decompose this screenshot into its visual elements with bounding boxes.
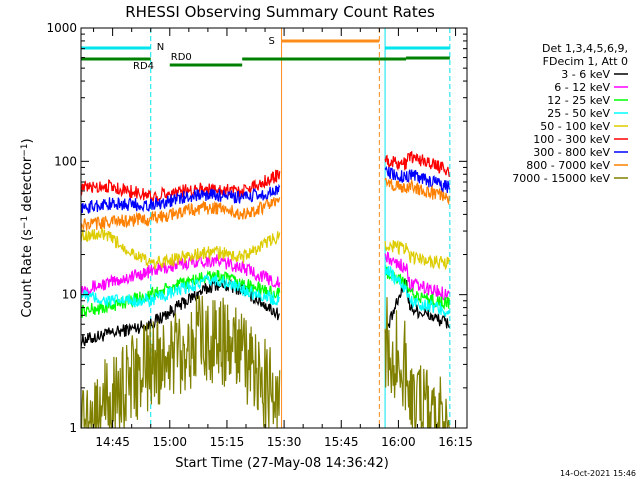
y-axis-title-mid: detector	[20, 156, 35, 216]
legend-entry-label: 12 - 25 keV	[547, 94, 610, 107]
flag-label: S	[269, 36, 275, 47]
chart-title: RHESSI Observing Summary Count Rates	[125, 3, 435, 21]
x-tick-label: 15:30	[267, 435, 302, 449]
flag-label: RD0	[171, 52, 192, 63]
flag-label: N	[157, 42, 164, 53]
y-tick-label: 100	[54, 154, 77, 168]
legend-header-line: Det 1,3,4,5,6,9,	[542, 42, 628, 55]
legend-entry-label: 800 - 7000 keV	[526, 159, 610, 172]
series-group	[80, 165, 450, 216]
series-line	[384, 239, 450, 271]
series-line	[80, 197, 281, 233]
series-line	[80, 273, 281, 308]
legend-header-line: FDecim 1, Att 0	[543, 55, 628, 68]
data-layer: N S RD0 RD4	[80, 28, 451, 430]
x-axis-title: Start Time (27-May-08 14:36:42)	[175, 456, 389, 471]
y-axis-title-exp2: −1	[20, 143, 30, 156]
series-group	[80, 227, 450, 271]
axis-ticks: 1 10 100 1000 14:45 15:00 15:15 15:30 15:45 16:00…	[46, 21, 472, 449]
series-line	[81, 295, 281, 430]
series-line	[384, 251, 450, 301]
y-axis-title-main: Count Rate (s	[20, 229, 35, 318]
legend-entry-label: 7000 - 15000 keV	[512, 172, 610, 185]
legend-entry-label: 300 - 800 keV	[533, 146, 610, 159]
series-line	[384, 177, 450, 206]
generation-timestamp: 14-Oct-2021 15:46	[560, 469, 636, 478]
y-axis-title-end: )	[20, 138, 35, 143]
series-group	[80, 151, 450, 202]
series-line	[384, 278, 450, 334]
series-line	[384, 151, 450, 177]
series-line	[80, 253, 281, 297]
legend-entry-label: 50 - 100 keV	[540, 120, 610, 133]
legend: Det 1,3,4,5,6,9,FDecim 1, Att 03 - 6 keV…	[512, 42, 628, 185]
y-tick-label: 1000	[46, 21, 77, 35]
series-line	[80, 183, 281, 216]
series-line	[384, 264, 450, 317]
series-group	[81, 295, 450, 430]
x-tick-label: 16:00	[381, 435, 416, 449]
y-axis-title-exp1: −1	[20, 216, 30, 229]
legend-entry-label: 25 - 50 keV	[547, 107, 610, 120]
y-tick-label: 10	[62, 288, 77, 302]
legend-entry-label: 6 - 12 keV	[554, 81, 610, 94]
series-line	[80, 169, 281, 202]
series-line	[384, 165, 450, 194]
legend-entry-label: 3 - 6 keV	[561, 68, 610, 81]
series-line	[384, 297, 450, 429]
x-tick-label: 15:00	[152, 435, 187, 449]
x-tick-label: 15:45	[324, 435, 359, 449]
x-tick-label: 16:15	[438, 435, 473, 449]
x-tick-label: 15:15	[210, 435, 245, 449]
legend-entry-label: 100 - 300 keV	[533, 133, 610, 146]
series-group	[80, 177, 450, 233]
series-line	[80, 227, 281, 270]
series-group	[80, 251, 450, 301]
plot-frame	[80, 27, 468, 429]
y-axis-title: Count Rate (s−1 detector−1)	[20, 138, 35, 317]
flag-label: RD4	[133, 61, 154, 72]
series-group	[80, 264, 450, 317]
x-tick-label: 14:45	[95, 435, 130, 449]
y-tick-label: 1	[69, 421, 77, 435]
